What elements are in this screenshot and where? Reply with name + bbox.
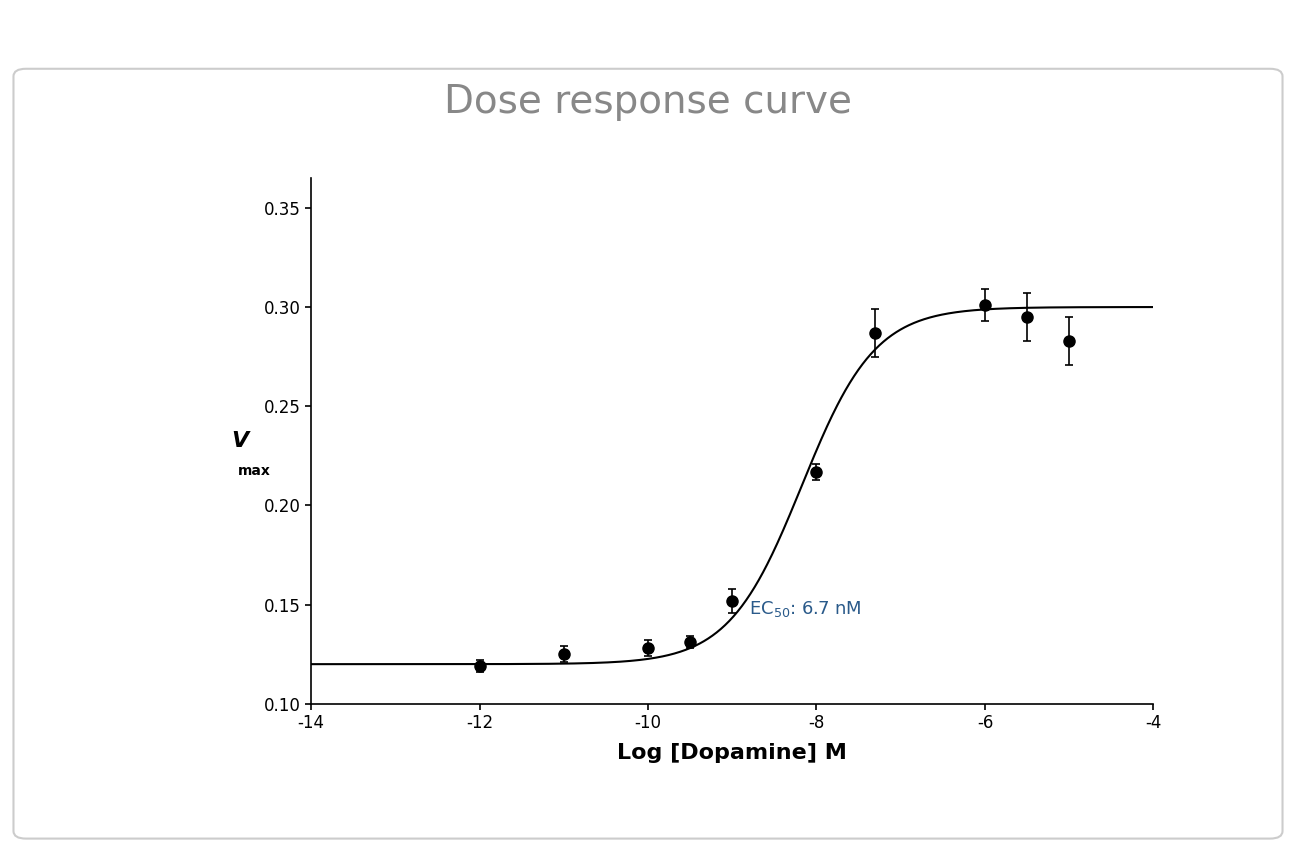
- Text: ▶ ION
  BIOSCIENCES: ▶ ION BIOSCIENCES: [58, 22, 159, 50]
- X-axis label: Log [Dopamine] M: Log [Dopamine] M: [617, 744, 848, 763]
- FancyBboxPatch shape: [13, 69, 1283, 839]
- Text: V: V: [231, 431, 249, 451]
- Text: Dose response curve: Dose response curve: [445, 83, 851, 120]
- Text: EC$_{50}$: 6.7 nM: EC$_{50}$: 6.7 nM: [749, 600, 862, 619]
- Text: max: max: [237, 464, 271, 477]
